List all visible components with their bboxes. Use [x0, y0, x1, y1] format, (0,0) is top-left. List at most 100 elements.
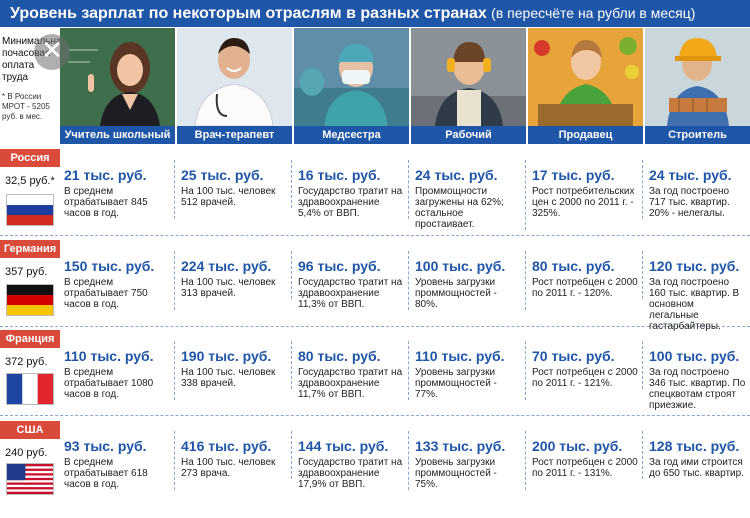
- nurse-photo: [294, 28, 409, 126]
- close-icon[interactable]: ✕: [34, 34, 70, 70]
- column-worker: Рабочий: [411, 28, 526, 144]
- salary-cell: 80 тыс. руб. Рост потребцен с 2000 по 201…: [528, 251, 643, 299]
- salary-value: 150 тыс. руб.: [64, 258, 155, 274]
- salary-cell: 416 тыс. руб. На 100 тыс. человек 273 вра…: [177, 431, 292, 479]
- salary-cell: 128 тыс. руб. За год ими строится до 650 …: [645, 431, 750, 479]
- country-name: Германия: [0, 240, 60, 258]
- salary-cell: 190 тыс. руб. На 100 тыс. человек 338 вра…: [177, 341, 292, 389]
- salary-cell: 100 тыс. руб. Уровень загрузки проммощнос…: [411, 251, 526, 310]
- salary-value: 80 тыс. руб.: [532, 258, 615, 274]
- doctor-photo: [177, 28, 292, 126]
- salary-value: 120 тыс. руб.: [649, 258, 740, 274]
- salary-cell: 110 тыс. руб. Уровень загрузки проммощнос…: [411, 341, 526, 400]
- mrot-header-note: * В России МРОТ - 5205 руб. в мес.: [2, 92, 50, 121]
- worker-photo: [411, 28, 526, 126]
- column-doctor: Врач-терапевт: [177, 28, 292, 144]
- salary-description: Государство тратит на здравоохранение 11…: [298, 367, 403, 400]
- salary-value: 24 тыс. руб.: [415, 167, 498, 183]
- salary-cell: 110 тыс. руб. В среднем отрабатывает 1080…: [60, 341, 175, 400]
- salary-value: 21 тыс. руб.: [64, 167, 147, 183]
- column-builder: Строитель: [645, 28, 750, 144]
- salary-description: В среднем отрабатывает 750 часов в год.: [64, 277, 148, 310]
- salary-description: На 100 тыс. человек 512 врачей.: [181, 186, 276, 208]
- salary-description: В среднем отрабатывает 1080 часов в год.: [64, 367, 154, 400]
- seller-photo: [528, 28, 643, 126]
- salary-value: 24 тыс. руб.: [649, 167, 732, 183]
- salary-value: 133 тыс. руб.: [415, 438, 506, 454]
- salary-cell: 100 тыс. руб. За год построено 346 тыс. к…: [645, 341, 750, 411]
- salary-description: На 100 тыс. человек 313 врачей.: [181, 277, 276, 299]
- salary-value: 80 тыс. руб.: [298, 348, 381, 364]
- mrot-value: 240 руб.: [5, 447, 48, 459]
- job-label: Врач-терапевт: [177, 126, 292, 144]
- salary-value: 100 тыс. руб.: [649, 348, 740, 364]
- mrot-value: 357 руб.: [5, 266, 48, 278]
- job-label: Учитель школьный: [60, 126, 175, 144]
- salary-description: Государство тратит на здравоохранение 11…: [298, 277, 403, 310]
- salary-description: В среднем отрабатывает 845 часов в год.: [64, 186, 148, 219]
- salary-description: Рост потребительских цен с 2000 по 2011 …: [532, 186, 635, 219]
- salary-description: За год ими строится до 650 тыс. квартир.: [649, 457, 744, 479]
- salary-description: Рост потребцен с 2000 по 2011 г. - 131%.: [532, 457, 638, 479]
- salary-cell: 24 тыс. руб. Проммощности загружены на 62…: [411, 160, 526, 230]
- salary-description: Проммощности загружены на 62%; остальное…: [415, 186, 504, 230]
- salary-value: 110 тыс. руб.: [415, 348, 505, 364]
- salary-value: 16 тыс. руб.: [298, 167, 381, 183]
- salary-description: Уровень загрузки проммощностей - 77%.: [415, 367, 497, 400]
- row-label-usa: США 240 руб.: [0, 421, 60, 459]
- mrot-header: Минимальная почасовая оплата труда * В Р…: [2, 36, 67, 122]
- salary-description: За год построено 160 тыс. квартир. В осн…: [649, 277, 740, 332]
- russia-flag-icon: [6, 194, 54, 226]
- salary-cell: 200 тыс. руб. Рост потребцен с 2000 по 20…: [528, 431, 643, 479]
- salary-value: 110 тыс. руб.: [64, 348, 154, 364]
- salary-cell: 133 тыс. руб. Уровень загрузки проммощнос…: [411, 431, 526, 490]
- title-sub: (в пересчёте на рубли в месяц): [491, 5, 696, 21]
- title-main: Уровень зарплат по некоторым отраслям в …: [10, 5, 487, 22]
- salary-value: 224 тыс. руб.: [181, 258, 272, 274]
- salary-description: На 100 тыс. человек 338 врачей.: [181, 367, 276, 389]
- salary-description: Рост потребцен с 2000 по 2011 г. - 121%.: [532, 367, 638, 389]
- salary-value: 200 тыс. руб.: [532, 438, 623, 454]
- salary-description: Уровень загрузки проммощностей - 80%.: [415, 277, 497, 310]
- mrot-header-label: Минимальная почасовая оплата труда: [2, 36, 68, 83]
- job-label: Медсестра: [294, 126, 409, 144]
- column-nurse: Медсестра: [294, 28, 409, 144]
- salary-value: 93 тыс. руб.: [64, 438, 147, 454]
- country-name: Россия: [0, 149, 60, 167]
- row-label-russia: Россия 32,5 руб.*: [0, 149, 60, 187]
- salary-cell: 70 тыс. руб. Рост потребцен с 2000 по 201…: [528, 341, 643, 389]
- salary-description: В среднем отрабатывает 618 часов в год.: [64, 457, 148, 490]
- salary-cell: 16 тыс. руб. Государство тратит на здраво…: [294, 160, 409, 219]
- salary-description: За год построено 717 тыс. квартир. 20% -…: [649, 186, 730, 219]
- country-name: США: [0, 421, 60, 439]
- salary-cell: 25 тыс. руб. На 100 тыс. человек 512 врач…: [177, 160, 292, 208]
- country-name: Франция: [0, 330, 60, 348]
- salary-value: 17 тыс. руб.: [532, 167, 615, 183]
- salary-cell: 150 тыс. руб. В среднем отрабатывает 750 …: [60, 251, 175, 310]
- salary-cell: 21 тыс. руб. В среднем отрабатывает 845 ч…: [60, 160, 175, 219]
- salary-value: 70 тыс. руб.: [532, 348, 615, 364]
- salary-cell: 17 тыс. руб. Рост потребительских цен с 2…: [528, 160, 643, 219]
- salary-value: 190 тыс. руб.: [181, 348, 272, 364]
- salary-description: Уровень загрузки проммощностей - 75%.: [415, 457, 497, 490]
- column-teacher: Учитель школьный: [60, 28, 175, 144]
- salary-value: 128 тыс. руб.: [649, 438, 740, 454]
- salary-value: 96 тыс. руб.: [298, 258, 381, 274]
- teacher-photo: [60, 28, 175, 126]
- salary-cell: 144 тыс. руб. Государство тратит на здрав…: [294, 431, 409, 490]
- row-label-germany: Германия 357 руб.: [0, 240, 60, 278]
- salary-cell: 24 тыс. руб. За год построено 717 тыс. кв…: [645, 160, 750, 219]
- column-seller: Продавец: [528, 28, 643, 144]
- salary-value: 416 тыс. руб.: [181, 438, 272, 454]
- germany-flag-icon: [6, 284, 54, 316]
- salary-cell: 120 тыс. руб. За год построено 160 тыс. к…: [645, 251, 750, 332]
- salary-cell: 224 тыс. руб. На 100 тыс. человек 313 вра…: [177, 251, 292, 299]
- mrot-value: 32,5 руб.*: [5, 175, 55, 187]
- salary-cell: 96 тыс. руб. Государство тратит на здраво…: [294, 251, 409, 310]
- salary-description: Государство тратит на здравоохранение 17…: [298, 457, 403, 490]
- salary-value: 100 тыс. руб.: [415, 258, 506, 274]
- row-separator: [0, 415, 750, 416]
- mrot-value: 372 руб.: [5, 356, 48, 368]
- salary-cell: 93 тыс. руб. В среднем отрабатывает 618 ч…: [60, 431, 175, 490]
